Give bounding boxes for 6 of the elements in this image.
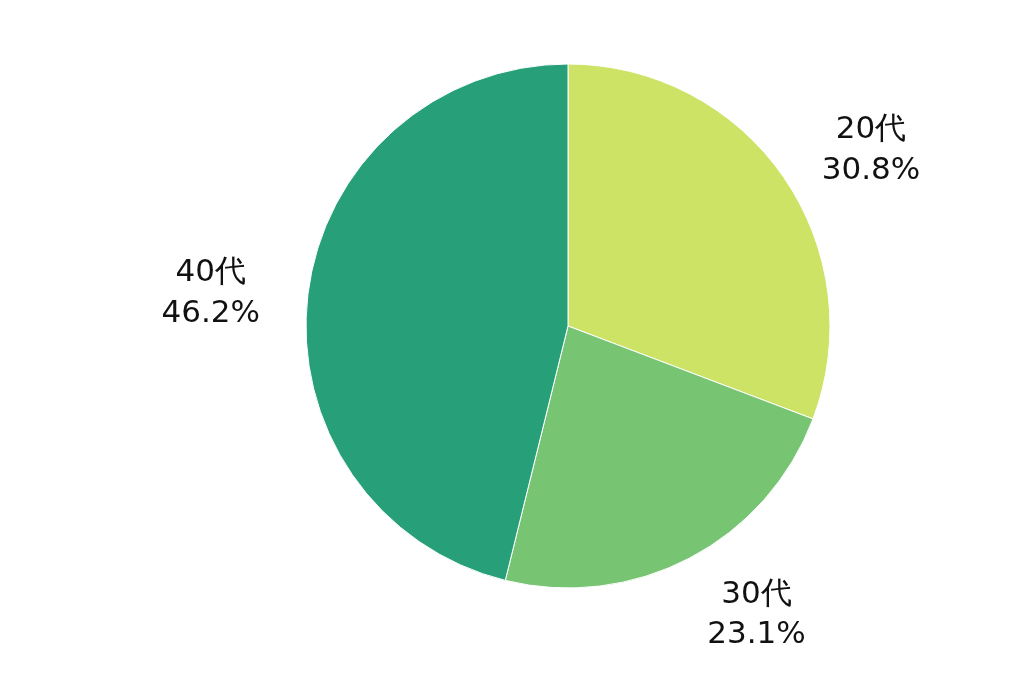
slice-label: 40代 xyxy=(175,252,246,289)
slice-label: 30代 xyxy=(721,573,792,610)
data-label: 23.1% xyxy=(707,614,806,651)
data-label: 46.2% xyxy=(161,292,260,329)
slice-label: 20代 xyxy=(835,109,907,146)
data-label: 30.8% xyxy=(821,149,921,186)
